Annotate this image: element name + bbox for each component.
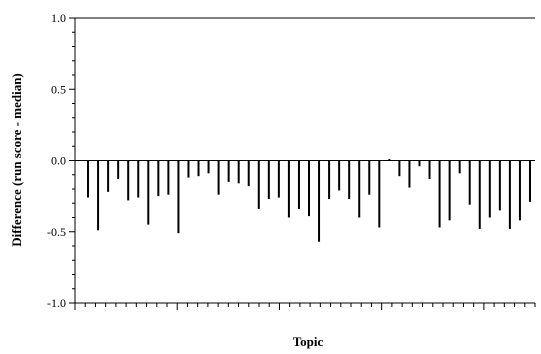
bar xyxy=(428,160,431,180)
bar xyxy=(358,160,361,218)
bar xyxy=(518,160,521,221)
bar xyxy=(157,160,160,197)
y-ticks: 1.0 0.5 0.0 -0.5 -1.0 xyxy=(47,11,75,310)
bar xyxy=(137,160,140,198)
bar xyxy=(127,160,130,201)
bar xyxy=(468,160,471,205)
bar xyxy=(277,160,280,198)
bar xyxy=(328,160,331,199)
bar xyxy=(508,160,511,229)
bar xyxy=(237,160,240,184)
bar xyxy=(488,160,491,218)
x-axis-title: Topic xyxy=(293,334,324,349)
x-ticks xyxy=(74,303,536,310)
y-tick-label: -0.5 xyxy=(47,225,66,239)
y-tick-label: 0.5 xyxy=(51,82,66,96)
bar xyxy=(267,160,270,199)
bar xyxy=(318,160,321,242)
bar xyxy=(458,160,461,174)
y-axis-title: Difference (run score - median) xyxy=(9,73,24,247)
axes xyxy=(74,17,535,304)
y-tick-label: 1.0 xyxy=(51,11,66,25)
bar xyxy=(107,160,110,192)
bar xyxy=(247,160,250,187)
bar xyxy=(378,160,381,228)
bar xyxy=(297,160,300,209)
bar xyxy=(478,160,481,229)
bar xyxy=(348,160,351,199)
bar xyxy=(167,160,170,195)
bar xyxy=(448,160,451,221)
bar xyxy=(338,160,341,191)
bar xyxy=(498,160,501,211)
bar xyxy=(257,160,260,209)
bar xyxy=(97,160,100,231)
bar xyxy=(117,160,120,180)
bar xyxy=(87,160,90,198)
bar xyxy=(197,160,200,177)
bar xyxy=(187,160,190,178)
bar xyxy=(528,160,531,202)
y-tick-label: -1.0 xyxy=(47,296,66,310)
bar xyxy=(418,160,421,167)
bar xyxy=(368,160,371,195)
bar xyxy=(388,159,391,161)
y-tick-label: 0.0 xyxy=(51,154,66,168)
bar xyxy=(308,160,310,217)
bar xyxy=(438,160,441,228)
bar xyxy=(207,160,210,174)
bar xyxy=(398,160,401,177)
bar xyxy=(227,160,230,182)
bar xyxy=(408,160,411,188)
bar xyxy=(177,160,180,234)
bar xyxy=(147,160,150,225)
bars xyxy=(87,159,531,242)
bar xyxy=(287,160,290,218)
bar xyxy=(217,160,220,195)
